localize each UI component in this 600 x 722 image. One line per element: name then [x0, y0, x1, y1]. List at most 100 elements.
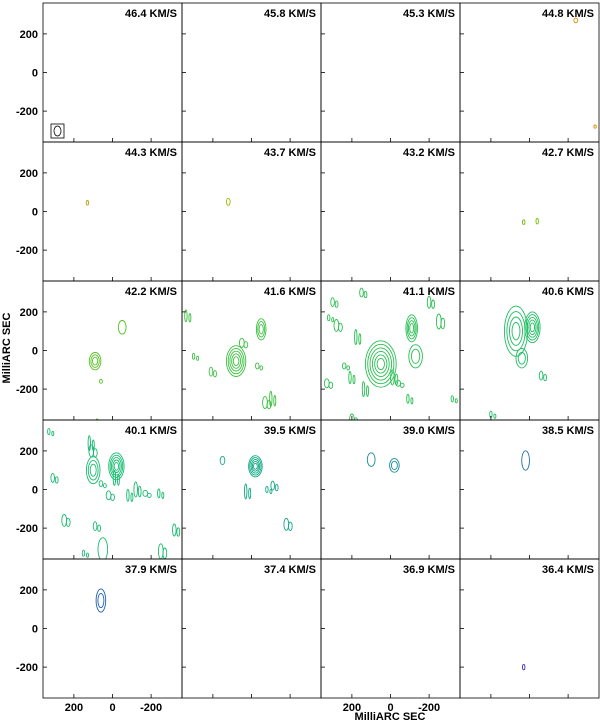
panel-frame	[181, 2, 322, 143]
contour-level	[85, 200, 90, 206]
noise-contour	[352, 374, 356, 385]
channel-panel: 42.2 KM/S 200 0 -200	[16, 280, 183, 421]
contour-level	[515, 348, 529, 369]
noise-contour	[188, 313, 192, 323]
noise-contour	[157, 543, 164, 559]
panel-velocity-label: 40.1 KM/S	[125, 425, 177, 437]
noise-contour	[330, 297, 335, 308]
contour-level	[521, 450, 530, 471]
panel-velocity-label: 45.3 KM/S	[403, 8, 455, 20]
panel-velocity-label: 43.7 KM/S	[264, 147, 316, 159]
contour-level	[593, 124, 597, 129]
noise-contour	[162, 547, 168, 559]
x-tick-label: 200	[65, 702, 83, 714]
panel-frame	[42, 141, 183, 282]
noise-contour	[331, 317, 335, 323]
contour-level	[90, 354, 100, 368]
channel-panel: 45.8 KM/S	[181, 2, 322, 143]
panel-contours	[85, 200, 90, 206]
channel-panel: 43.2 KM/S	[320, 141, 461, 282]
noise-contour	[161, 491, 165, 499]
contour-level	[526, 316, 538, 338]
panel-contours	[88, 320, 127, 420]
contour-level	[98, 379, 103, 384]
contour-level	[525, 314, 540, 341]
contour-level	[219, 455, 226, 466]
noise-contour	[410, 397, 414, 405]
contour-level	[232, 356, 240, 366]
panel-velocity-label: 43.2 KM/S	[403, 147, 455, 159]
y-tick-label: -200	[16, 523, 38, 535]
noise-contour	[349, 413, 355, 420]
y-tick-label: 200	[20, 585, 38, 597]
contour-level	[409, 323, 415, 334]
y-tick-label: 0	[32, 68, 38, 80]
noise-contour	[146, 492, 152, 498]
noise-contour	[440, 317, 446, 330]
contour-level	[369, 347, 393, 381]
contour-level	[225, 197, 231, 206]
noise-contour	[50, 472, 55, 483]
contour-level	[408, 344, 423, 369]
panel-velocity-label: 40.6 KM/S	[542, 286, 594, 298]
noise-contour	[105, 490, 112, 501]
panel-contours	[219, 455, 293, 531]
panel-velocity-label: 39.0 KM/S	[403, 425, 455, 437]
noise-contour	[353, 417, 359, 420]
channel-panel: 40.6 KM/S	[459, 280, 600, 421]
noise-contour	[348, 371, 352, 384]
x-tick-label: -200	[418, 702, 440, 714]
noise-contour	[341, 362, 347, 370]
panel-velocity-label: 37.9 KM/S	[125, 564, 177, 576]
noise-contour	[126, 488, 130, 502]
noise-contour	[406, 393, 410, 404]
noise-contour	[363, 291, 368, 299]
panel-contours	[47, 428, 181, 559]
y-tick-label: -200	[16, 662, 38, 674]
panel-frame	[320, 141, 461, 282]
channel-panel: 37.9 KM/S 200 0 -200 200 0 -200	[16, 558, 183, 714]
contour-level	[87, 459, 99, 481]
panel-velocity-label: 39.5 KM/S	[264, 425, 316, 437]
channel-panel: 38.5 KM/S	[459, 419, 600, 560]
y-tick-label: 0	[32, 207, 38, 219]
contour-level	[117, 320, 127, 335]
contour-level	[108, 452, 125, 481]
noise-contour	[493, 413, 497, 419]
panel-contours	[522, 663, 526, 671]
noise-contour	[366, 385, 369, 397]
panel-frame	[459, 419, 600, 560]
noise-contour	[431, 299, 435, 309]
noise-contour	[65, 517, 71, 528]
contour-level	[511, 322, 521, 341]
channel-panel: 44.3 KM/S 200 0 -200	[16, 141, 183, 282]
noise-contour	[269, 488, 273, 495]
beam-box	[50, 123, 65, 139]
panel-velocity-label: 44.8 KM/S	[542, 8, 594, 20]
noise-contour	[358, 333, 362, 345]
noise-contour	[157, 488, 161, 499]
x-tick-label: -200	[140, 702, 162, 714]
noise-contour	[95, 418, 99, 420]
noise-contour	[283, 517, 290, 531]
noise-contour	[61, 513, 68, 527]
panel-frame	[320, 419, 461, 560]
panel-contours	[522, 218, 539, 225]
noise-contour	[334, 300, 339, 308]
noise-contour	[361, 381, 366, 398]
noise-contour	[184, 309, 188, 323]
channel-panel: 46.4 KM/S 200 0 -200	[16, 2, 183, 143]
channel-panel: 41.1 KM/S	[320, 280, 461, 421]
noise-contour	[255, 362, 260, 370]
noise-contour	[98, 480, 104, 488]
contour-level	[573, 17, 579, 24]
contour-level	[522, 663, 526, 671]
noise-contour	[196, 355, 200, 361]
noise-contour	[54, 476, 59, 484]
noise-contour	[274, 484, 279, 492]
channel-panel: 37.4 KM/S	[181, 558, 322, 699]
contour-level	[248, 455, 263, 478]
x-tick-label: 200	[343, 702, 361, 714]
noise-contour	[208, 366, 214, 377]
